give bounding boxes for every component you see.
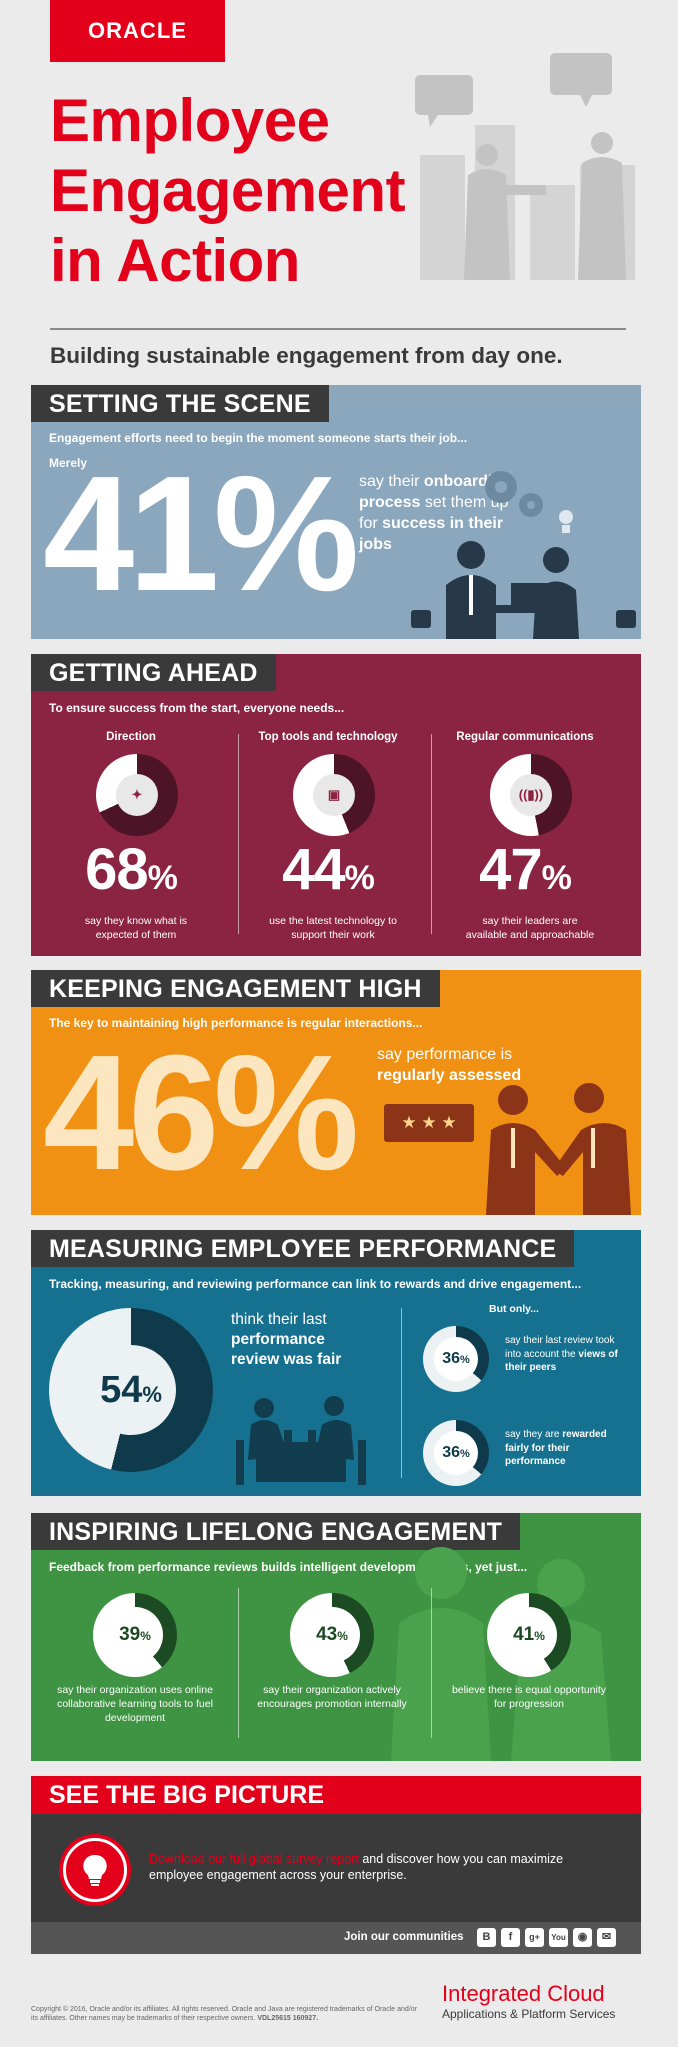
column-donut: 41% [487,1593,571,1677]
column-value: 47% [479,837,572,902]
donut-value: 39% [119,1624,151,1645]
review-meeting-illustration [236,1396,366,1485]
join-communities-label: Join our communities [344,1931,464,1943]
donut-center: 36% [434,1431,478,1475]
engagement-statement: say performance is regularly assessed [377,1046,522,1084]
big-picture-text: Download our full global survey report a… [149,1852,564,1882]
integrated-cloud-brand: Integrated Cloud Applications & Platform… [442,1981,615,2021]
section-heading: SEE THE BIG PICTURE [49,1781,325,1809]
section-lead: To ensure success from the start, everyo… [49,701,345,715]
lightbulb-icon [63,1838,127,1902]
column-donut: 43% [290,1593,374,1677]
item-statement: say their last review took into account … [505,1335,618,1373]
donut-center: 43% [304,1607,360,1663]
column-divider [431,1588,432,1738]
section-lead: Engagement efforts need to begin the mom… [49,431,468,445]
youtube-icon[interactable]: You [549,1928,568,1947]
section-heading: GETTING AHEAD [31,654,276,691]
column-title: Regular communications [456,731,594,743]
brand-line-1: Integrated Cloud [442,1981,605,2006]
hero-rule [50,328,626,330]
email-icon[interactable]: ✉ [597,1928,616,1947]
section-heading: INSPIRING LIFELONG ENGAGEMENT [31,1513,521,1550]
column-title: Top tools and technology [258,731,398,743]
hero-subtitle: Building sustainable engagement from day… [50,343,563,368]
section-lead: Tracking, measuring, and reviewing perfo… [49,1277,582,1291]
compass-icon: ✦ [116,774,158,816]
column-donut: 39% [93,1593,177,1677]
broadcast-tower-icon: ((▮)) [510,774,552,816]
keeping-engagement-high-section: KEEPING ENGAGEMENT HIGH The key to maint… [31,970,641,1215]
stat-number: 41 [43,442,219,625]
column-donut: ((▮)) [490,754,572,836]
column-description: say they know what is expected of them [84,915,188,942]
copyright-text: Copyright © 2016, Oracle and/or its affi… [31,2006,417,2022]
circuit-chip-icon: ▣ [313,774,355,816]
donut-center: 41% [501,1607,557,1663]
section-heading: KEEPING ENGAGEMENT HIGH [31,970,440,1007]
donut-center: 36% [434,1337,478,1381]
column-description: say their organization actively encourag… [257,1684,407,1711]
title-line-1: Employee [50,87,330,154]
fair-review-donut: 54% [49,1308,213,1472]
donut-value: 41% [513,1624,545,1645]
column-title: Direction [106,731,156,743]
brand-line-2: Applications & Platform Services [442,2007,616,2021]
big-stat-41: 41% [43,449,359,619]
title-line-2: Engagement [50,157,406,224]
item-statement: say they are rewarded fairly for their p… [505,1429,607,1467]
google-plus-icon[interactable]: g+ [525,1928,544,1947]
big-stat-46: 46% [43,1028,359,1198]
fair-review-statement: think their last performance review was … [231,1311,342,1368]
peer-review-donut: 36% [423,1326,489,1392]
setting-the-scene-section: SETTING THE SCENE Engagement efforts nee… [31,385,641,639]
big-picture-heading-bar [31,1776,641,1814]
stat-percent: % [213,1021,359,1204]
column-value: 44% [282,837,375,902]
stat-percent: % [213,442,359,625]
stat-number: 46 [43,1021,219,1204]
column-description: say their organization uses online colla… [57,1684,213,1725]
star-icons: ★ ★ ★ [401,1113,457,1132]
column-description: believe there is equal opportunity for p… [451,1684,607,1711]
download-report-link[interactable]: Download our full global survey report [149,1852,359,1866]
column-divider [238,734,239,934]
oracle-logo: ORACLE [50,0,225,62]
onboarding-meeting-illustration [411,471,636,639]
but-only-label: But only... [489,1303,539,1315]
column-donut: ▣ [293,754,375,836]
donut-value: 54% [100,1368,162,1411]
getting-ahead-section: GETTING AHEAD To ensure success from the… [31,654,641,956]
column-value: 68% [85,837,178,902]
handshake-illustration [486,1083,631,1215]
merely-label: Merely [49,456,88,470]
facebook-icon[interactable]: f [501,1928,520,1947]
column-donut: ✦ [96,754,178,836]
donut-value: 36% [442,1350,470,1367]
section-lead: Feedback from performance reviews builds… [49,1560,528,1574]
page-title: Employee Engagement in Action [50,86,406,296]
section-heading: MEASURING EMPLOYEE PERFORMANCE [31,1230,575,1267]
column-divider [238,1588,239,1738]
donut-center: 39% [107,1607,163,1663]
peer-review-donut: 36% [423,1420,489,1486]
column-description: say their leaders are available and appr… [465,915,595,942]
title-line-3: in Action [50,227,300,294]
rating-bubble: ★ ★ ★ [384,1104,474,1142]
section-heading: SETTING THE SCENE [31,385,329,422]
column-divider [431,734,432,934]
column-divider [401,1308,402,1478]
web-icon[interactable]: ◉ [573,1928,592,1947]
donut-center: 54% [86,1345,176,1435]
office-skyline-illustration [415,53,635,280]
big-picture-section: SEE THE BIG PICTURE Download our full gl… [31,1776,641,1954]
measuring-performance-section: MEASURING EMPLOYEE PERFORMANCE Tracking,… [31,1230,641,1496]
lifelong-engagement-section: INSPIRING LIFELONG ENGAGEMENT Feedback f… [31,1513,641,1761]
blogger-icon[interactable]: B [477,1928,496,1947]
section-lead: The key to maintaining high performance … [49,1016,423,1030]
column-description: use the latest technology to support the… [269,915,397,942]
donut-value: 36% [442,1444,470,1461]
donut-value: 43% [316,1624,348,1645]
